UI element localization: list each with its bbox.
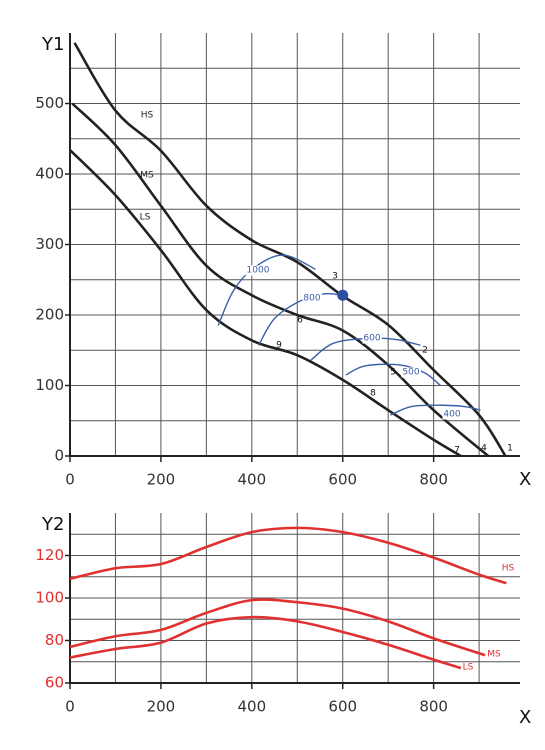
y-tick-label: 200 xyxy=(35,306,64,324)
y-tick-label: 400 xyxy=(35,165,64,183)
curve xyxy=(69,615,462,670)
x-tick-label: 0 xyxy=(65,698,75,716)
curve-label: HS xyxy=(502,564,515,574)
annotation: 4 xyxy=(481,444,487,454)
annotation: 6 xyxy=(297,316,303,326)
curve-label: MS xyxy=(140,171,154,181)
curve xyxy=(69,149,462,458)
x-tick-label: 200 xyxy=(147,698,176,716)
curve xyxy=(258,292,343,346)
curve-label: LS xyxy=(463,663,474,673)
y-axis-title: Y1 xyxy=(41,34,64,55)
label-bg xyxy=(442,409,462,420)
label-bg xyxy=(401,367,421,378)
x-tick-label: 400 xyxy=(237,698,266,716)
curve xyxy=(71,102,490,457)
y-tick-label: 300 xyxy=(35,235,64,253)
operating-point xyxy=(337,289,349,301)
curve-label: MS xyxy=(487,650,501,660)
x-axis-title: X xyxy=(519,469,531,490)
curve xyxy=(69,598,487,657)
y-tick-label: 60 xyxy=(45,674,64,692)
curve xyxy=(345,363,441,387)
curve xyxy=(69,526,507,585)
x-tick-label: 800 xyxy=(419,698,448,716)
x-tick-label: 800 xyxy=(419,471,448,489)
y-tick-label: 120 xyxy=(35,546,64,564)
curve-label: 800 xyxy=(303,294,320,304)
curve-label: LS xyxy=(140,213,151,223)
annotation: 5 xyxy=(390,368,396,378)
y-tick-label: 100 xyxy=(35,376,64,394)
y-tick-label: 100 xyxy=(35,589,64,607)
annotation: 9 xyxy=(276,341,282,351)
y-tick-label: 80 xyxy=(45,631,64,649)
curve-label: 600 xyxy=(363,334,380,344)
curve-label: HS xyxy=(141,111,154,121)
curve xyxy=(73,42,507,457)
label-bg xyxy=(302,293,322,304)
x-tick-label: 600 xyxy=(328,698,357,716)
curve-label: 1000 xyxy=(247,266,270,276)
x-tick-label: 400 xyxy=(237,471,266,489)
curve xyxy=(390,404,481,416)
curve-label: 400 xyxy=(443,410,460,420)
annotation: 1 xyxy=(507,444,513,454)
x-tick-label: 600 xyxy=(328,471,357,489)
label-bg xyxy=(362,333,382,344)
annotation: 8 xyxy=(370,389,376,399)
x-tick-label: 200 xyxy=(147,471,176,489)
label-bg xyxy=(245,265,271,276)
annotation: 7 xyxy=(454,446,460,456)
annotation: 2 xyxy=(422,346,428,356)
x-axis-title: X xyxy=(519,707,531,728)
annotation: 3 xyxy=(332,272,338,282)
x-tick-label: 0 xyxy=(65,471,75,489)
y-axis-title: Y2 xyxy=(41,514,64,535)
y-tick-label: 0 xyxy=(54,447,64,465)
y-tick-label: 500 xyxy=(35,94,64,112)
curve-label: 500 xyxy=(402,368,419,378)
